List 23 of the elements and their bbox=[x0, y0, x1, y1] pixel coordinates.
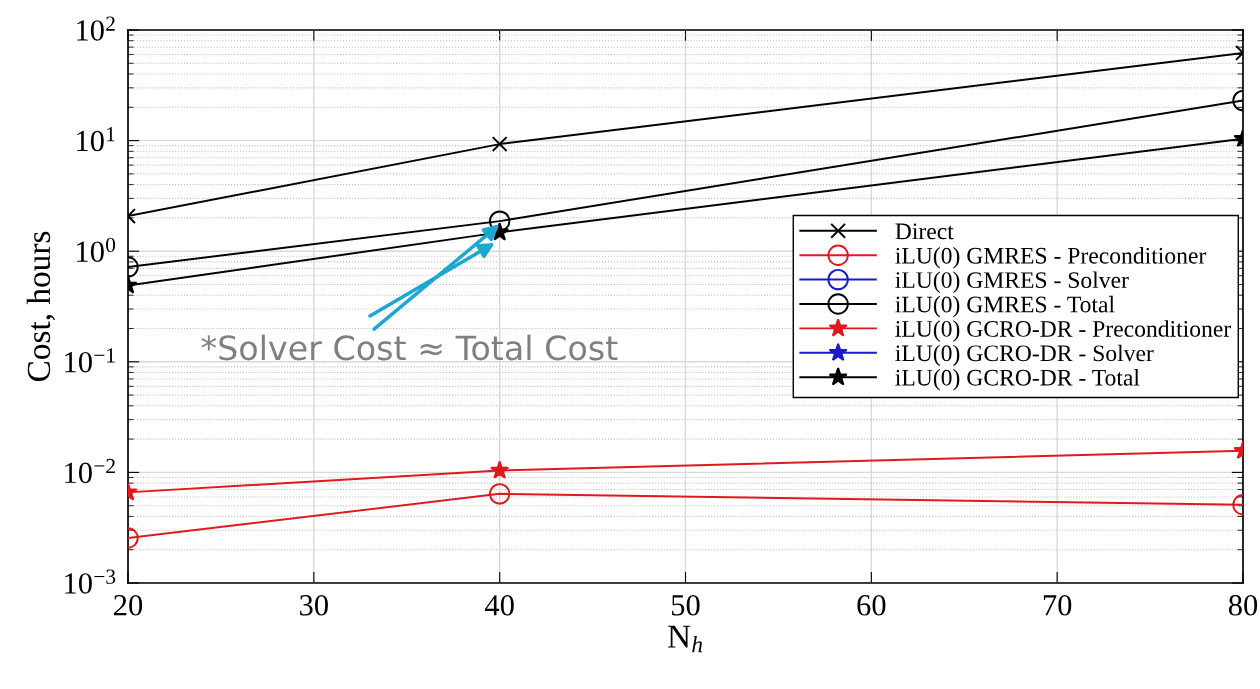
x-tick-label: 50 bbox=[672, 594, 700, 616]
legend-label: iLU(0) GMRES - Total bbox=[895, 295, 1115, 318]
y-tick-label: 10$^{1}$ bbox=[77, 127, 115, 152]
legend-label: Direct bbox=[895, 223, 954, 240]
x-tick-label: 60 bbox=[857, 594, 886, 616]
legend-label: iLU(0) GCRO-DR - Total bbox=[895, 369, 1140, 391]
y-tick-label: 10$^{−1}$ bbox=[65, 348, 115, 373]
annotation: *Solver Cost ≈ Total Cost bbox=[201, 334, 618, 361]
y-axis-title: Cost, hours bbox=[26, 231, 55, 382]
y-tick-label: 10$^{−3}$ bbox=[65, 569, 116, 594]
legend-label: iLU(0) GMRES - Solver bbox=[895, 271, 1129, 293]
legend-label: iLU(0) GMRES - Preconditioner bbox=[895, 247, 1207, 269]
legend-label: iLU(0) GCRO-DR - Solver bbox=[895, 344, 1154, 367]
x-axis-title: N$_{h}$ bbox=[667, 625, 703, 653]
x-tick-label: 70 bbox=[1043, 594, 1072, 616]
y-tick-label: 10$^{0}$ bbox=[77, 237, 116, 263]
legend-label: iLU(0) GCRO-DR - Preconditioner bbox=[895, 320, 1231, 342]
x-tick-label: 80 bbox=[1228, 594, 1258, 616]
y-tick-label: 10$^{−2}$ bbox=[65, 458, 115, 484]
y-tick-label: 10$^{2}$ bbox=[77, 16, 115, 41]
x-tick-label: 40 bbox=[484, 594, 514, 616]
x-tick-label: 20 bbox=[114, 594, 143, 616]
x-tick-label: 30 bbox=[300, 594, 328, 616]
